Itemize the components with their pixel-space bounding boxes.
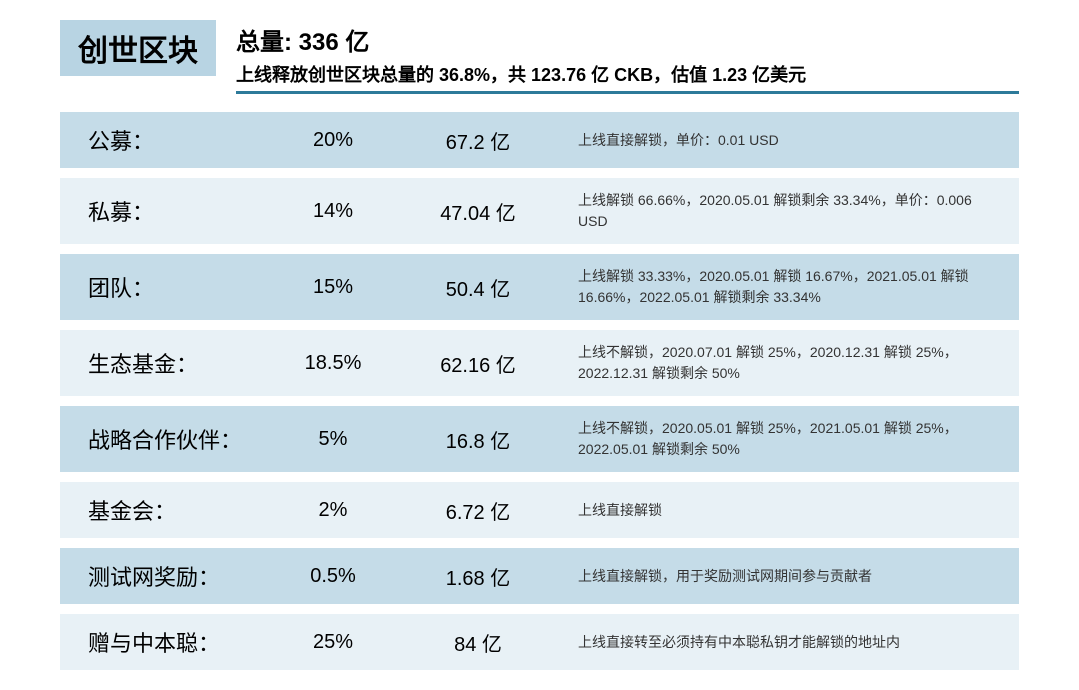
- row-label: 公募：: [88, 124, 268, 156]
- row-label: 基金会：: [88, 494, 268, 526]
- row-label: 测试网奖励：: [88, 560, 268, 592]
- allocation-row: 公募：20%67.2 亿上线直接解锁，单价：0.01 USD: [60, 112, 1019, 168]
- title-badge: 创世区块: [60, 20, 216, 76]
- allocation-rows: 公募：20%67.2 亿上线直接解锁，单价：0.01 USD 私募：14%47.0…: [60, 112, 1019, 670]
- header-right: 总量: 336 亿 上线释放创世区块总量的 36.8%，共 123.76 亿 C…: [236, 20, 1019, 94]
- row-note: 上线解锁 33.33%，2020.05.01 解锁 16.67%，2021.05…: [558, 266, 1003, 308]
- row-percent: 20%: [268, 129, 398, 152]
- allocation-row: 团队：15%50.4 亿上线解锁 33.33%，2020.05.01 解锁 16…: [60, 254, 1019, 320]
- row-note: 上线直接解锁，单价：0.01 USD: [558, 130, 1003, 151]
- row-note: 上线直接解锁，用于奖励测试网期间参与贡献者: [558, 566, 1003, 587]
- row-amount: 1.68 亿: [398, 562, 558, 591]
- row-amount: 47.04 亿: [398, 197, 558, 226]
- row-percent: 2%: [268, 499, 398, 522]
- header: 创世区块 总量: 336 亿 上线释放创世区块总量的 36.8%，共 123.7…: [60, 20, 1019, 94]
- row-note: 上线直接转至必须持有中本聪私钥才能解锁的地址内: [558, 632, 1003, 653]
- allocation-row: 基金会：2%6.72 亿上线直接解锁: [60, 482, 1019, 538]
- row-label: 生态基金：: [88, 347, 268, 379]
- row-amount: 84 亿: [398, 628, 558, 657]
- row-note: 上线不解锁，2020.05.01 解锁 25%，2021.05.01 解锁 25…: [558, 418, 1003, 460]
- row-amount: 67.2 亿: [398, 126, 558, 155]
- row-label: 私募：: [88, 195, 268, 227]
- row-percent: 5%: [268, 428, 398, 451]
- subtitle: 上线释放创世区块总量的 36.8%，共 123.76 亿 CKB，估值 1.23…: [236, 61, 1019, 94]
- allocation-row: 战略合作伙伴：5%16.8 亿上线不解锁，2020.05.01 解锁 25%，2…: [60, 406, 1019, 472]
- row-label: 赠与中本聪：: [88, 626, 268, 658]
- row-percent: 0.5%: [268, 565, 398, 588]
- row-amount: 6.72 亿: [398, 496, 558, 525]
- allocation-row: 私募：14%47.04 亿上线解锁 66.66%，2020.05.01 解锁剩余…: [60, 178, 1019, 244]
- row-note: 上线解锁 66.66%，2020.05.01 解锁剩余 33.34%，单价：0.…: [558, 190, 1003, 232]
- row-note: 上线直接解锁: [558, 500, 1003, 521]
- row-percent: 14%: [268, 200, 398, 223]
- row-percent: 18.5%: [268, 352, 398, 375]
- row-percent: 25%: [268, 631, 398, 654]
- row-percent: 15%: [268, 276, 398, 299]
- row-amount: 16.8 亿: [398, 425, 558, 454]
- total-amount: 总量: 336 亿: [236, 22, 1019, 57]
- row-label: 战略合作伙伴：: [88, 423, 268, 455]
- allocation-row: 测试网奖励：0.5%1.68 亿上线直接解锁，用于奖励测试网期间参与贡献者: [60, 548, 1019, 604]
- allocation-row: 生态基金：18.5%62.16 亿上线不解锁，2020.07.01 解锁 25%…: [60, 330, 1019, 396]
- row-label: 团队：: [88, 271, 268, 303]
- row-amount: 50.4 亿: [398, 273, 558, 302]
- row-note: 上线不解锁，2020.07.01 解锁 25%，2020.12.31 解锁 25…: [558, 342, 1003, 384]
- allocation-row: 赠与中本聪：25%84 亿上线直接转至必须持有中本聪私钥才能解锁的地址内: [60, 614, 1019, 670]
- row-amount: 62.16 亿: [398, 349, 558, 378]
- allocation-table: 创世区块 总量: 336 亿 上线释放创世区块总量的 36.8%，共 123.7…: [0, 0, 1079, 690]
